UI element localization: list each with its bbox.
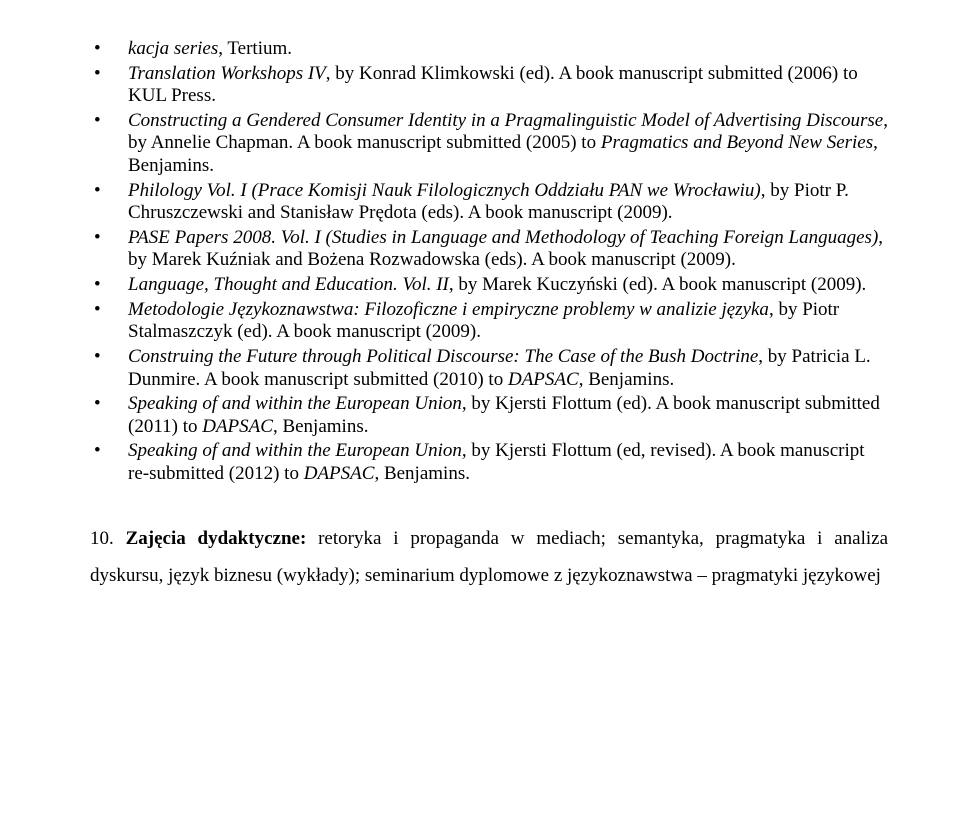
list-item: Speaking of and within the European Unio… — [90, 440, 888, 485]
list-item: Speaking of and within the European Unio… — [90, 393, 888, 438]
list-item: kacja series, Tertium. — [90, 38, 888, 61]
list-item: Constructing a Gendered Consumer Identit… — [90, 110, 888, 178]
title-text: Construing the Future through Political … — [128, 346, 758, 367]
title-text: Pragmatics and Beyond New Series — [601, 132, 873, 153]
section-heading: Zajęcia dydaktyczne: — [126, 528, 307, 549]
list-item: Metodologie Językoznawstwa: Filozoficzne… — [90, 299, 888, 344]
title-text: Speaking of and within the European Unio… — [128, 393, 462, 414]
section-10: 10. Zajęcia dydaktyczne: retoryka i prop… — [90, 520, 888, 594]
title-text: Translation Workshops IV — [128, 63, 326, 84]
title-text: PASE Papers 2008. Vol. I (Studies in Lan… — [128, 227, 878, 248]
title-text: Philology Vol. I (Prace Komisji Nauk Fil… — [128, 180, 761, 201]
list-item: Philology Vol. I (Prace Komisji Nauk Fil… — [90, 180, 888, 225]
list-item: Language, Thought and Education. Vol. II… — [90, 274, 888, 297]
body-text: , Tertium. — [218, 38, 292, 59]
title-text: DAPSAC — [508, 369, 579, 390]
section-number: 10. — [90, 528, 114, 549]
title-text: DAPSAC — [304, 463, 375, 484]
title-text: kacja series — [128, 38, 218, 59]
list-item: PASE Papers 2008. Vol. I (Studies in Lan… — [90, 227, 888, 272]
title-text: DAPSAC — [202, 416, 273, 437]
body-text: , by Marek Kuczyński (ed). A book manusc… — [449, 274, 866, 295]
body-text: , Benjamins. — [374, 463, 470, 484]
body-text: , Benjamins. — [273, 416, 369, 437]
list-item: Construing the Future through Political … — [90, 346, 888, 391]
title-text: Language, Thought and Education. Vol. II — [128, 274, 449, 295]
publication-list: kacja series, Tertium.Translation Worksh… — [90, 38, 888, 486]
list-item: Translation Workshops IV, by Konrad Klim… — [90, 63, 888, 108]
title-text: Speaking of and within the European Unio… — [128, 440, 462, 461]
title-text: Constructing a Gendered Consumer Identit… — [128, 110, 883, 131]
body-text: , Benjamins. — [579, 369, 675, 390]
title-text: Metodologie Językoznawstwa: Filozoficzne… — [128, 299, 769, 320]
